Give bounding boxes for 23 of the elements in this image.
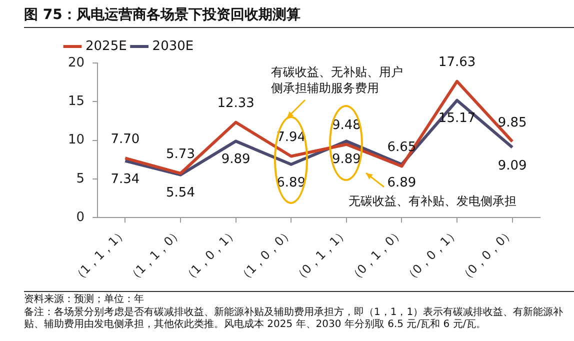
y-tick-label: 20 — [68, 55, 85, 70]
data-label: 17.63 — [438, 55, 476, 70]
y-tick-label: 5 — [76, 171, 85, 186]
data-label: 9.85 — [498, 115, 527, 130]
text: 资料来源：预测；单位：年 — [24, 294, 145, 306]
data-label: 9.89 — [221, 152, 250, 168]
y-tick-label: 15 — [68, 94, 85, 110]
data-label: 9.89 — [332, 152, 361, 168]
text: 备注：各场景分别考虑是否有碳减排收益、新能源补贴及辅助费用承担方，即（1，1，1）表示有碳减排收益、有新能源补贴、辅助费用由发电侧承担，其他依此类推。风电成本 2025 年、2030 年分别取 6.5 元/瓦和 6 元/瓦。 — [24, 306, 564, 332]
data-label: 6.89 — [387, 175, 416, 190]
legend-label: 2030E — [152, 38, 194, 54]
y-tick-label: 0 — [76, 210, 85, 226]
legend-label: 2025E — [86, 38, 127, 54]
annotation: 无碳收益、有补贴、发电侧承担 — [348, 192, 518, 209]
chart-title: 图 75：风电运营商各场景下投资回收期测算 — [24, 6, 300, 24]
data-label: 7.70 — [110, 132, 140, 148]
data-label: 5.54 — [166, 186, 195, 201]
data-label: 7.34 — [110, 172, 140, 187]
data-label: 12.33 — [217, 96, 254, 112]
data-label: 9.09 — [498, 158, 527, 174]
annotation: 有碳收益、无补贴、用户侧承担辅助服务费用 — [271, 64, 404, 96]
y-tick-label: 10 — [68, 132, 85, 148]
data-label: 5.73 — [166, 147, 195, 162]
